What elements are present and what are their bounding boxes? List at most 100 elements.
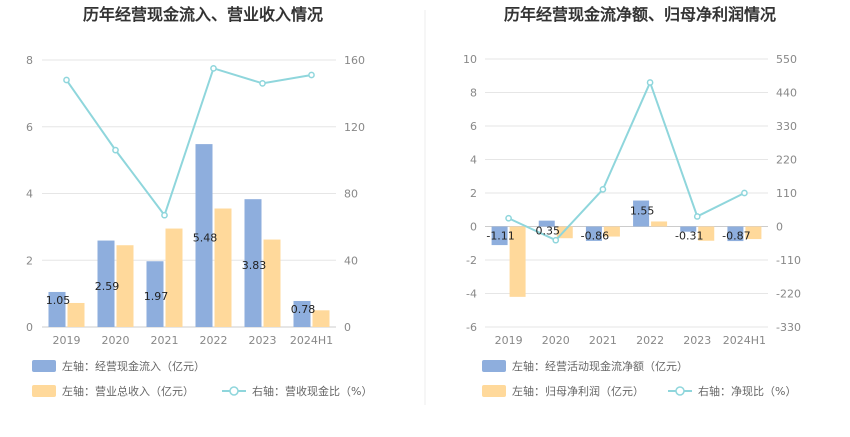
legend-label[interactable]: 左轴：经营现金流入（亿元） [62, 359, 205, 373]
bar-1 [727, 226, 744, 242]
bar-2 [509, 226, 526, 297]
line-point [646, 79, 654, 86]
left-axis-tick: 10 [463, 53, 477, 66]
right-axis-tick: -110 [776, 254, 801, 267]
x-axis-tick: 2019 [495, 334, 523, 347]
bar-1 [538, 220, 555, 227]
bar-1 [633, 200, 650, 227]
legend-swatch [482, 385, 506, 397]
bar-2 [214, 208, 232, 327]
left-axis-tick: 2 [26, 254, 33, 267]
bar-2 [698, 226, 715, 241]
x-axis-tick: 2019 [53, 334, 81, 347]
bar-1 [293, 300, 311, 327]
line-series [508, 79, 745, 242]
left-axis-tick: 0 [470, 221, 477, 234]
bar-2 [165, 228, 183, 327]
line-point [259, 80, 266, 87]
bar-2 [745, 226, 762, 240]
bar-1 [680, 226, 697, 232]
legend-swatch [482, 360, 506, 372]
x-axis-tick: 2024H1 [290, 334, 333, 347]
line-point [693, 213, 701, 220]
bar-data-label: -1.11 [486, 230, 514, 243]
right-axis-tick: -330 [776, 321, 801, 334]
bar-1 [146, 261, 164, 327]
bar-data-label: 1.05 [46, 294, 71, 307]
bar-data-label: 0.78 [291, 303, 316, 316]
x-axis-tick: 2020 [542, 334, 570, 347]
left-axis-tick: 4 [470, 154, 477, 167]
line-point [161, 211, 168, 219]
line-point [308, 71, 315, 79]
left-axis-tick: 6 [26, 121, 33, 134]
line-point [599, 185, 607, 193]
right-axis-tick: 120 [344, 121, 365, 134]
left-axis-tick: -4 [466, 288, 477, 301]
chart-title: 历年经营现金流净额、归母净利润情况 [504, 5, 776, 24]
left-axis-tick: 4 [26, 188, 33, 201]
legend-label[interactable]: 左轴：经营活动现金流净额（亿元） [512, 359, 688, 373]
right-axis-tick: -220 [776, 288, 801, 301]
bar-data-label: 1.97 [144, 290, 169, 303]
x-axis-tick: 2022 [200, 334, 228, 347]
left-axis-tick: -2 [466, 254, 477, 267]
chart-2: 历年经营现金流净额、归母净利润情况 -6 -4 -2 0 2 4 6 8 10 -330 -220 -1… [463, 5, 801, 398]
legend-label[interactable]: 左轴：归母净利润（亿元） [512, 384, 644, 398]
x-axis-tick: 2023 [249, 334, 277, 347]
right-axis-tick: 220 [776, 154, 797, 167]
bar-1 [195, 144, 213, 327]
bar-1 [244, 199, 262, 327]
line-point [505, 214, 512, 222]
left-axis-tick: -6 [466, 321, 477, 334]
bar-1 [585, 226, 602, 241]
right-axis-tick: 80 [344, 188, 358, 201]
x-axis-tick: 2022 [636, 334, 664, 347]
x-axis-tick: 2021 [589, 334, 617, 347]
bar-2 [651, 221, 668, 227]
legend-swatch [32, 385, 56, 397]
line-point [63, 76, 70, 84]
legend-swatch [32, 360, 56, 372]
bar-data-label: -0.86 [581, 230, 609, 243]
bar-2 [67, 302, 85, 327]
bar-data-label: 5.48 [193, 232, 218, 245]
bar-1 [491, 226, 508, 246]
bar-data-label: -0.31 [675, 230, 703, 243]
right-axis-tick: 0 [344, 321, 351, 334]
legend-label[interactable]: 左轴：营业总收入（亿元） [62, 384, 194, 398]
right-axis-tick: 40 [344, 254, 358, 267]
bar-data-label: 0.35 [536, 225, 561, 238]
line-point [112, 146, 119, 154]
bar-2 [556, 226, 573, 239]
bar-2 [116, 245, 134, 327]
right-axis-tick: 110 [776, 187, 797, 200]
left-axis-tick: 8 [26, 54, 33, 67]
right-axis-tick: 440 [776, 87, 797, 100]
left-axis-tick: 0 [26, 321, 33, 334]
bar-data-label: 1.55 [630, 205, 655, 218]
right-axis-tick: 550 [776, 53, 797, 66]
x-axis-tick: 2020 [102, 334, 130, 347]
bar-2 [263, 239, 281, 327]
legend-label[interactable]: 右轴：营收现金比（%） [252, 384, 372, 398]
line-series [65, 67, 312, 218]
x-axis-tick: 2021 [151, 334, 179, 347]
legend-label[interactable]: 右轴：净现比（%） [698, 384, 796, 398]
bar-data-label: 2.59 [95, 280, 120, 293]
left-axis-tick: 2 [470, 187, 477, 200]
line-point [741, 189, 748, 197]
x-axis-tick: 2023 [683, 334, 711, 347]
right-axis-tick: 330 [776, 120, 797, 133]
line-point [552, 236, 560, 244]
x-axis-tick: 2024H1 [723, 334, 766, 347]
legend-marker [229, 386, 239, 396]
bar-2 [603, 226, 620, 237]
bar-1 [97, 240, 115, 327]
bar-1 [48, 291, 66, 327]
right-axis-tick: 160 [344, 54, 365, 67]
bar-2 [312, 310, 330, 327]
left-axis-tick: 6 [470, 120, 477, 133]
